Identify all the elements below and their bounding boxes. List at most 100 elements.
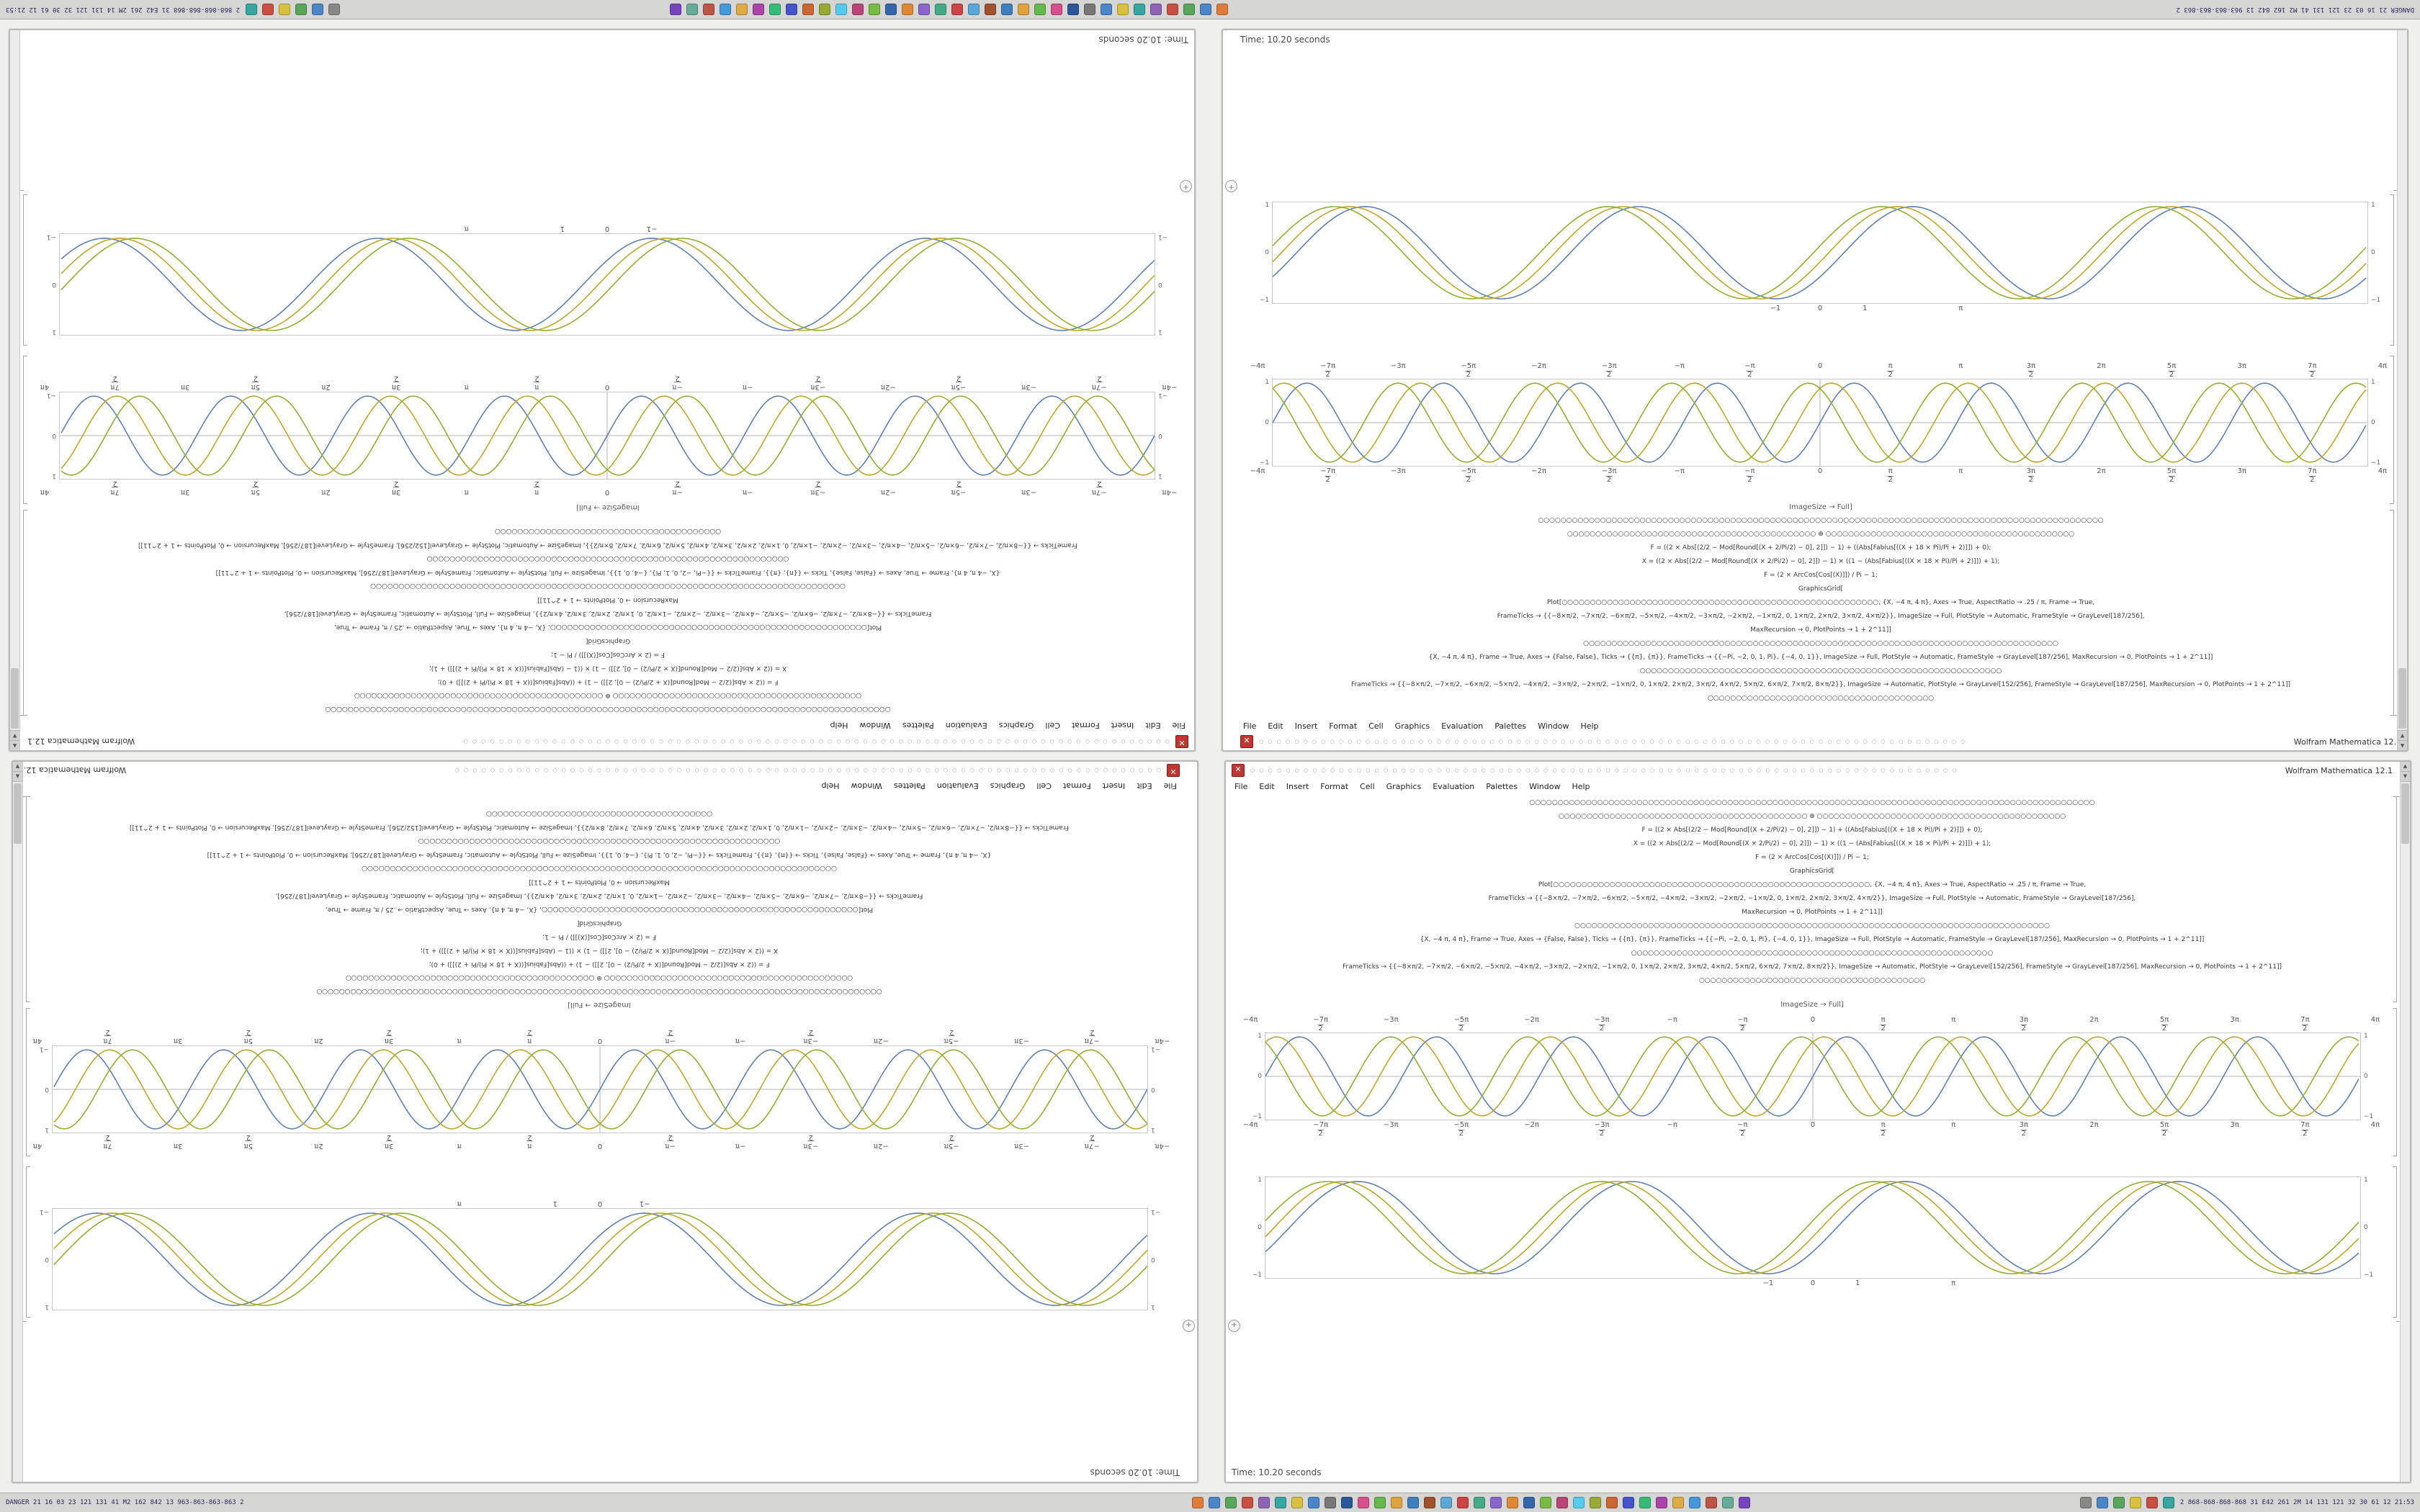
- cell-bracket[interactable]: [26, 796, 30, 1002]
- code-line[interactable]: ○○○○○○○○○○○○○○○○○○○○○○○○○○○○○○○○○○○○○○○○…: [426, 555, 789, 562]
- scroll-up-button[interactable]: ▲: [2401, 762, 2410, 772]
- taskbar-app-icon[interactable]: [935, 4, 947, 15]
- code-line[interactable]: X = ((2 × Abs[(2/2 − Mod[Round[(X × 2/Pi…: [1641, 558, 2000, 565]
- code-line[interactable]: ○○○○○○○○○○○○○○○○○○○○○○○○○○○○○○○○○○○○○○○○…: [1583, 640, 2058, 647]
- code-line[interactable]: F = ((2 × Abs[(2/2 − Mod[Round[(X + 2/Pi…: [437, 678, 779, 685]
- taskbar-app-icon[interactable]: [1018, 4, 1030, 15]
- menu-edit[interactable]: Edit: [1137, 781, 1152, 791]
- code-line[interactable]: ○○○○○○○○○○○○○○○○○○○○○○○○○○○○○○○○○○○○○○○○…: [418, 837, 781, 845]
- taskbar-app-icon[interactable]: [885, 4, 897, 15]
- code-line[interactable]: FrameTicks → {{−8×π/2, −7×π/2, −6×π/2, −…: [130, 824, 1070, 831]
- menu-help[interactable]: Help: [830, 721, 848, 731]
- taskbar-app-icon[interactable]: [1589, 1497, 1601, 1508]
- code-line[interactable]: {X, −4 π, 4 π}, Frame → True, Axes → {Fa…: [1420, 936, 2205, 943]
- code-line[interactable]: X = ((2 × Abs[(2/2 − Mod[Round[(X × 2/Pi…: [429, 665, 787, 672]
- code-line[interactable]: ○○○○○○○○○○○○○○○○○○○○○○○○○○○○○○○○○○○○○○○○…: [1538, 517, 2104, 524]
- taskbar-app-icon[interactable]: [1216, 4, 1229, 15]
- menu-insert[interactable]: Insert: [1111, 721, 1134, 731]
- taskbar-app-icon[interactable]: [852, 4, 864, 15]
- code-line[interactable]: ○○○○○○○○○○○○○○○○○○○○○○○○○○○○○○○○○○○○○○○○…: [1631, 950, 1994, 957]
- menu-window[interactable]: Window: [1538, 721, 1569, 731]
- code-line[interactable]: {X, −4 π, 4 π}, Frame → True, Axes → {Fa…: [215, 569, 1000, 576]
- menu-edit[interactable]: Edit: [1145, 721, 1161, 731]
- taskbar-app-icon[interactable]: [968, 4, 980, 15]
- code-line[interactable]: FrameTicks → {{−8×π/2, −7×π/2, −6×π/2, −…: [1488, 895, 2136, 902]
- code-line[interactable]: F = ((2 × Abs[(2/2 − Mod[Round[(X + 2/Pi…: [1641, 827, 1983, 834]
- vertical-scrollbar[interactable]: ▲ ▼: [2397, 30, 2407, 750]
- taskbar-app-icon[interactable]: [686, 4, 699, 15]
- taskbar-app-icon[interactable]: [985, 4, 997, 15]
- menu-graphics[interactable]: Graphics: [998, 721, 1034, 731]
- code-line[interactable]: ○○○○○○○○○○○○○○○○○○○○○○○○○○○○○○○○○○○○○○○○…: [1529, 799, 2095, 806]
- code-line[interactable]: GraphicsGrid[: [1789, 868, 1835, 875]
- taskbar-app-icon[interactable]: [1101, 4, 1113, 15]
- menu-palettes[interactable]: Palettes: [902, 721, 934, 731]
- code-line[interactable]: F = (2 × ArcCos[Cos[(X)]]) / Pi − 1;: [551, 651, 665, 658]
- taskbar-app-icon[interactable]: [769, 4, 781, 15]
- menu-graphics[interactable]: Graphics: [1394, 721, 1430, 731]
- menu-graphics[interactable]: Graphics: [1386, 781, 1422, 791]
- taskbar-app-icon[interactable]: [869, 4, 881, 15]
- scroll-up-button[interactable]: ▲: [10, 740, 19, 750]
- taskbar-tray-icon[interactable]: [2112, 1497, 2125, 1508]
- insert-cell-badge[interactable]: +: [1183, 1320, 1195, 1332]
- code-line[interactable]: GraphicsGrid[: [576, 919, 622, 927]
- taskbar-app-icon[interactable]: [951, 4, 964, 15]
- cell-bracket[interactable]: [2393, 1008, 2397, 1156]
- scroll-down-button[interactable]: ▼: [2401, 772, 2410, 782]
- code-line[interactable]: ○○○○○○○○○○○○○○○○○○○○○○○○○○○○○○○○○○○○○○○○…: [325, 706, 891, 713]
- code-line[interactable]: ○○○○○○○○○○○○○○○○○○○○○○○○○○○○○○○○○○○○○○○○…: [362, 865, 837, 872]
- menu-help[interactable]: Help: [821, 781, 840, 791]
- code-line[interactable]: MaxRecursion → 0, PlotPoints → 1 + 2^11]…: [529, 878, 670, 886]
- menu-cell[interactable]: Cell: [1368, 721, 1384, 731]
- taskbar-app-icon[interactable]: [1373, 1497, 1386, 1508]
- vertical-scrollbar[interactable]: ▲ ▼: [13, 762, 23, 1482]
- taskbar-app-icon[interactable]: [1423, 1497, 1435, 1508]
- taskbar-app-icon[interactable]: [1307, 1497, 1319, 1508]
- taskbar-app-icon[interactable]: [670, 4, 682, 15]
- taskbar-app-icon[interactable]: [1258, 1497, 1270, 1508]
- taskbar-app-icon[interactable]: [1183, 4, 1196, 15]
- code-line[interactable]: ○○○○○○○○○○○○○○○○○○○○○○○○○○○○○○○○○○○○○○○○: [1707, 695, 1935, 702]
- close-window-button[interactable]: ✕: [1175, 735, 1188, 748]
- close-window-button[interactable]: ✕: [1232, 764, 1245, 777]
- taskbar-app-icon[interactable]: [1738, 1497, 1750, 1508]
- menu-format[interactable]: Format: [1071, 721, 1100, 731]
- code-line[interactable]: Plot[○○○○○○○○○○○○○○○○○○○○○○○○○○○○○○○○○○○…: [325, 906, 874, 913]
- taskbar-app-icon[interactable]: [1084, 4, 1096, 15]
- scrollbar-thumb[interactable]: [2401, 783, 2409, 844]
- taskbar-app-icon[interactable]: [1622, 1497, 1634, 1508]
- menu-insert[interactable]: Insert: [1102, 781, 1126, 791]
- code-line[interactable]: Plot[○○○○○○○○○○○○○○○○○○○○○○○○○○○○○○○○○○○…: [333, 624, 882, 631]
- menu-file[interactable]: File: [1243, 721, 1257, 731]
- taskbar-app-icon[interactable]: [1688, 1497, 1700, 1508]
- taskbar-app-icon[interactable]: [786, 4, 798, 15]
- scroll-up-button[interactable]: ▲: [13, 762, 22, 772]
- taskbar-app-icon[interactable]: [1034, 4, 1047, 15]
- menu-help[interactable]: Help: [1580, 721, 1599, 731]
- taskbar-app-icon[interactable]: [802, 4, 815, 15]
- code-line[interactable]: FrameTicks → {{−8×π/2, −7×π/2, −6×π/2, −…: [1497, 613, 2145, 620]
- menu-window[interactable]: Window: [851, 781, 882, 791]
- taskbar-tray-icon[interactable]: [312, 4, 324, 15]
- scrollbar-thumb[interactable]: [14, 783, 22, 844]
- taskbar-app-icon[interactable]: [1523, 1497, 1535, 1508]
- insert-cell-badge[interactable]: +: [1228, 1320, 1240, 1332]
- taskbar-app-icon[interactable]: [1340, 1497, 1353, 1508]
- code-line[interactable]: {X, −4 π, 4 π}, Frame → True, Axes → {Fa…: [1428, 654, 2213, 661]
- taskbar-tray-icon[interactable]: [279, 4, 291, 15]
- taskbar-tray-icon[interactable]: [246, 4, 258, 15]
- taskbar-app-icon[interactable]: [1067, 4, 1080, 15]
- menu-help[interactable]: Help: [1572, 781, 1590, 791]
- taskbar-app-icon[interactable]: [1539, 1497, 1551, 1508]
- vertical-scrollbar[interactable]: ▲ ▼: [2400, 762, 2410, 1482]
- cell-bracket[interactable]: [2393, 1166, 2397, 1318]
- menu-palettes[interactable]: Palettes: [893, 781, 926, 791]
- code-line[interactable]: F = (2 × ArcCos[Cos[(X)]]) / Pi − 1;: [542, 933, 656, 940]
- code-line[interactable]: ○○○○○○○○○○○○○○○○○○○○○○○○○○○○○○○○○○○○○○○○: [485, 810, 713, 817]
- code-line[interactable]: ○○○○○○○○○○○○○○○○○○○○○○○○○○○○○○○○○○○○○○○○…: [354, 692, 862, 699]
- taskbar-app-icon[interactable]: [1556, 1497, 1568, 1508]
- menu-graphics[interactable]: Graphics: [990, 781, 1026, 791]
- scroll-up-button[interactable]: ▲: [2398, 740, 2407, 750]
- code-line[interactable]: ○○○○○○○○○○○○○○○○○○○○○○○○○○○○○○○○○○○○○○○○…: [345, 974, 853, 981]
